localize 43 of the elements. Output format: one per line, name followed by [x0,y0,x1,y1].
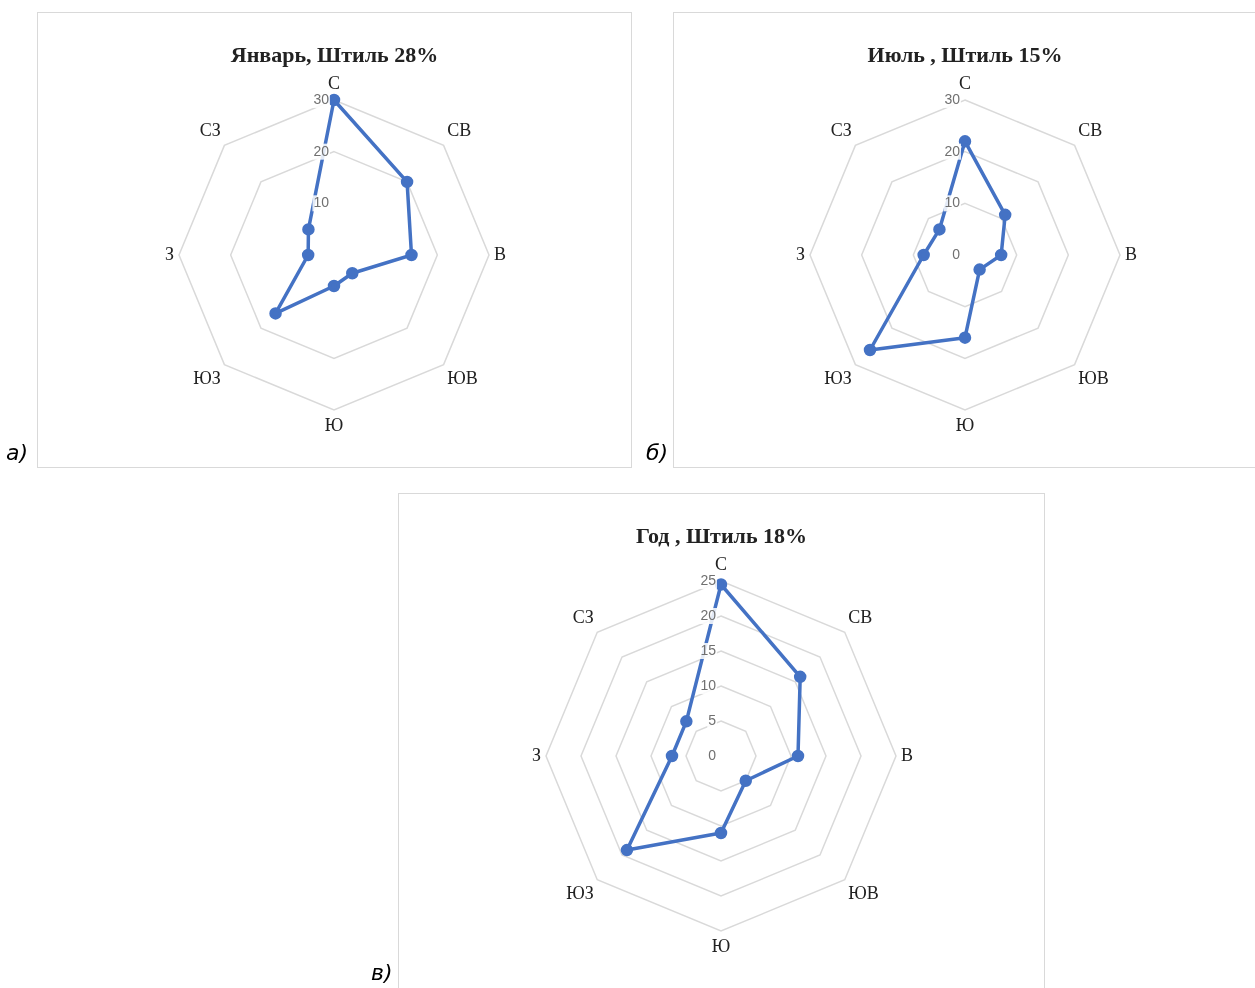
spoke-label: СЗ [830,119,852,140]
chart-title: Январь, Штиль 28% [230,41,439,67]
y-tick-label: 15 [700,641,717,658]
chart-title: Год , Штиль 18% [635,522,808,548]
spoke-label: С [714,553,728,574]
spoke-label: ЮЗ [824,367,852,388]
spoke-label: З [531,744,541,765]
y-tick-label: 30 [313,90,330,107]
spoke-label: ЮВ [1078,367,1109,388]
spoke-label: З [164,243,174,264]
spoke-label: В [1125,243,1138,264]
chart-title: Июль , Штиль 15% [867,41,1063,67]
y-tick-label: 30 [944,90,961,107]
y-tick-label: 0 [708,746,717,763]
spoke-label: ЮВ [447,367,478,388]
spoke-label: СЗ [199,119,221,140]
text: а) [6,440,29,465]
y-tick-label: 25 [700,571,717,588]
text: в) [371,960,393,985]
spoke-label: Ю [324,414,344,435]
spoke-label: В [901,744,914,765]
text: б) [646,440,669,465]
spoke-label: З [795,243,805,264]
spoke-label: С [327,72,341,93]
spoke-label: Ю [711,935,731,956]
y-tick-label: 10 [313,194,330,211]
y-tick-label: 5 [708,711,717,728]
y-tick-label: 20 [944,142,961,159]
spoke-label: В [494,243,507,264]
y-tick-label: 20 [313,142,330,159]
spoke-label: Ю [955,414,975,435]
y-tick-label: 10 [944,194,961,211]
spoke-label: СВ [447,119,472,140]
spoke-label: ЮВ [848,882,879,903]
y-tick-label: 20 [700,606,717,623]
spoke-label: ЮЗ [566,882,594,903]
spoke-label: ЮЗ [193,367,221,388]
y-tick-label: 0 [952,245,961,262]
spoke-label: СВ [848,606,873,627]
spoke-label: С [958,72,972,93]
spoke-label: СЗ [572,606,594,627]
spoke-label: СВ [1078,119,1103,140]
y-tick-label: 10 [700,676,717,693]
